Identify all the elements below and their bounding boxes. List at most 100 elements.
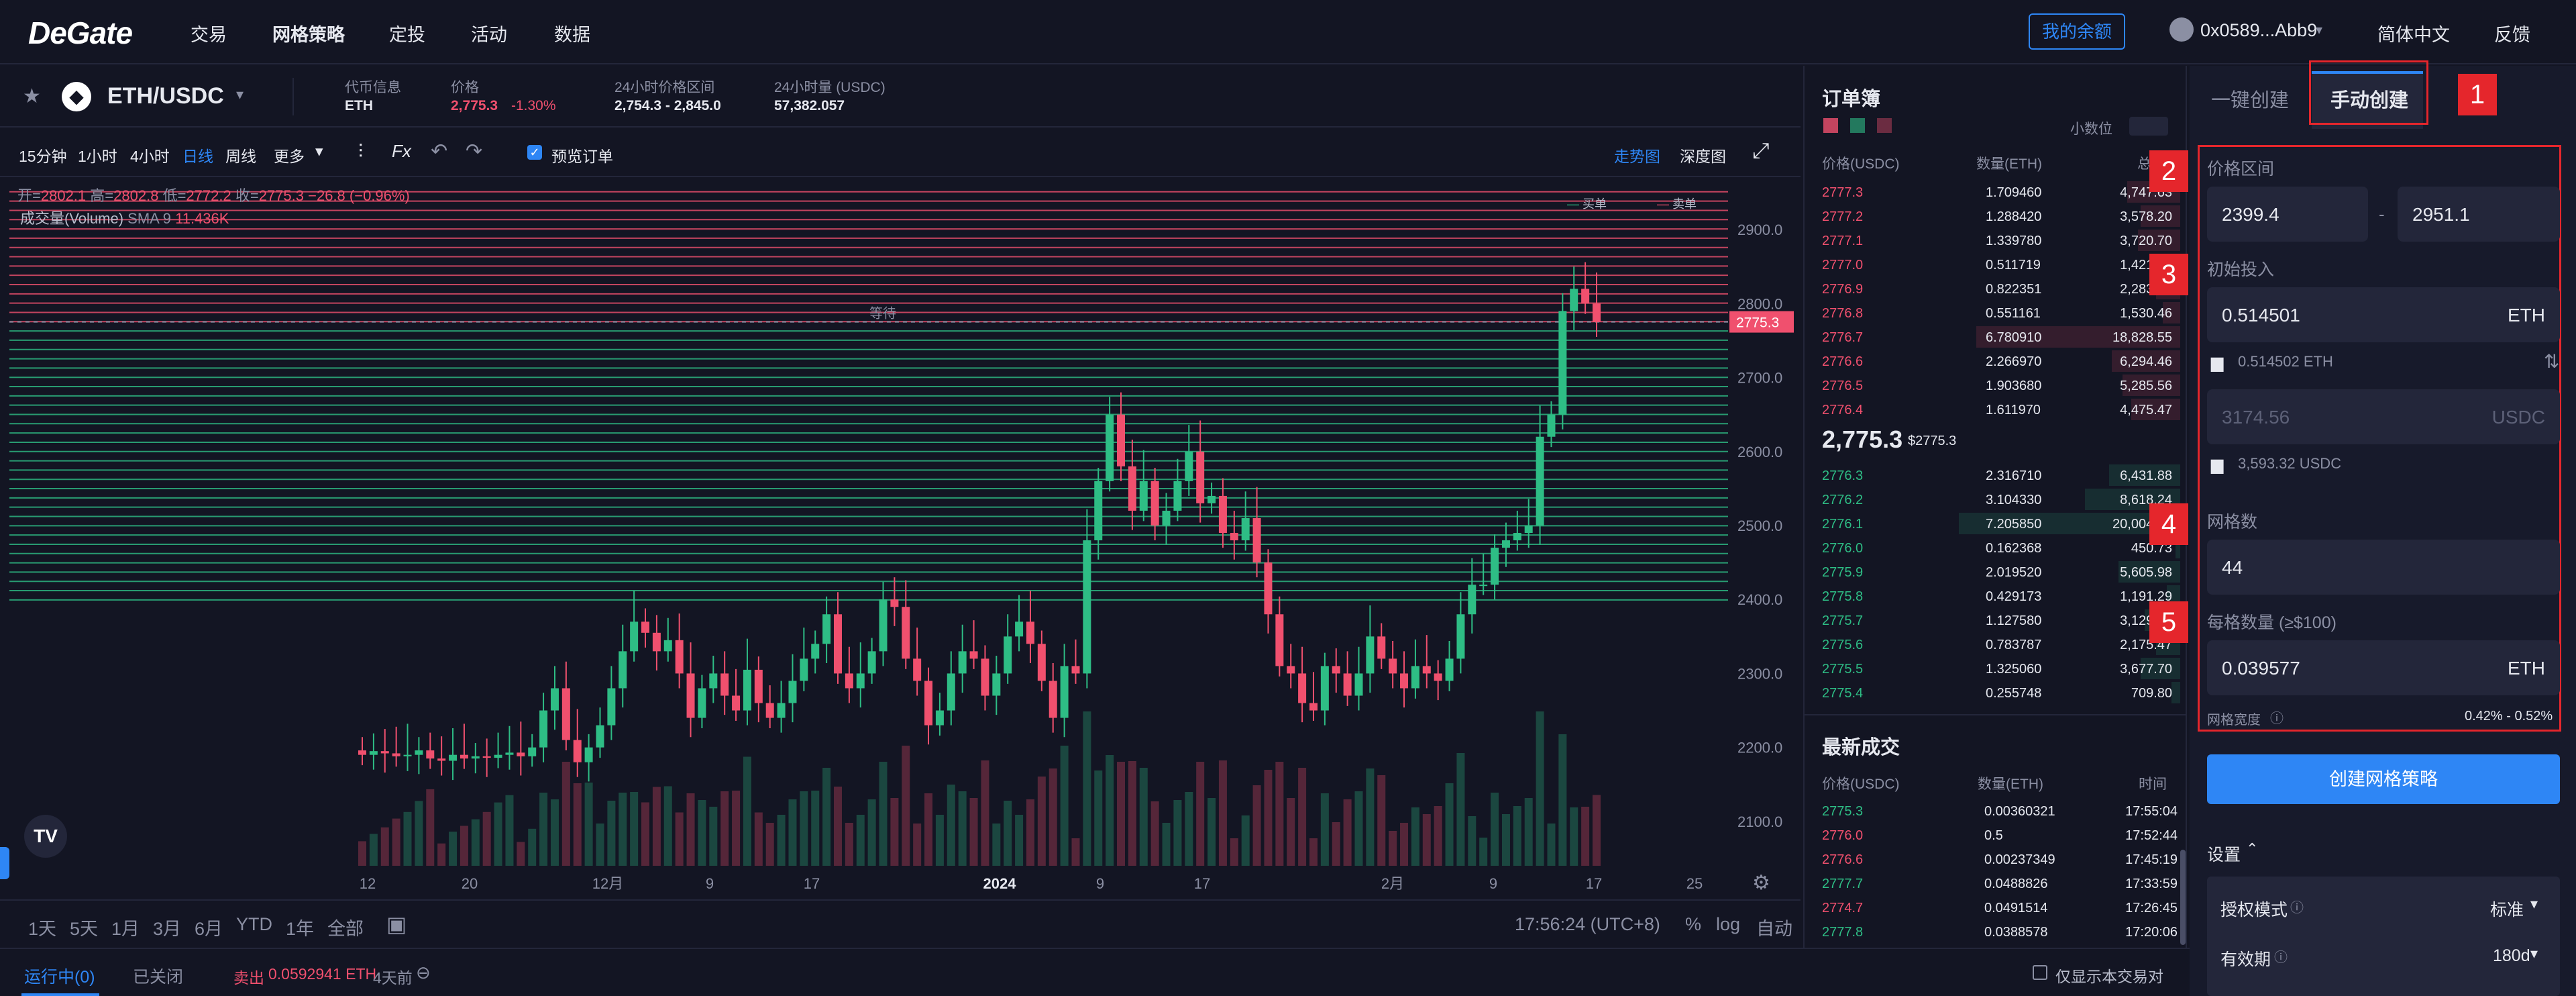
depth-chart-button[interactable]: 深度图 xyxy=(1680,148,1726,165)
tab-auto-create[interactable]: 一键创建 xyxy=(2211,90,2290,111)
more-chevron-icon[interactable]: ▾ xyxy=(315,142,323,160)
undo-icon[interactable]: ↶ xyxy=(431,140,448,162)
decimals-selector[interactable] xyxy=(2129,117,2168,136)
interval-15m[interactable]: 15分钟 xyxy=(19,148,67,165)
chevron-down-icon[interactable]: ▾ xyxy=(2530,895,2538,912)
my-balance-button[interactable]: 我的余额 xyxy=(2029,13,2126,50)
info-icon[interactable]: ⓘ xyxy=(2274,950,2288,965)
range-all[interactable]: 全部 xyxy=(327,919,364,939)
range-ytd[interactable]: YTD xyxy=(236,914,272,934)
per-grid-input[interactable]: 0.039577 ETH xyxy=(2207,640,2560,695)
bid-row[interactable]: 2775.4 0.255748 709.80 xyxy=(1805,681,2180,705)
nav-grid-strategy[interactable]: 网格策略 xyxy=(272,25,345,45)
interval-1h[interactable]: 1小时 xyxy=(78,148,117,165)
bid-row[interactable]: 2775.5 1.325060 3,677.70 xyxy=(1805,656,2180,681)
validity-select[interactable]: 180d xyxy=(2493,946,2530,965)
tab-manual-create-bg[interactable] xyxy=(2312,71,2423,129)
info-icon[interactable]: ⓘ xyxy=(2270,711,2284,726)
pair-selector[interactable]: ETH/USDC xyxy=(107,83,224,109)
pair-chevron-icon[interactable]: ▾ xyxy=(236,86,244,103)
nav-dca[interactable]: 定投 xyxy=(389,25,425,45)
indicators-icon[interactable]: Fx xyxy=(392,141,411,161)
eth-amount-value[interactable]: 0.514501 xyxy=(2222,305,2300,326)
tab-closed[interactable]: 已关闭 xyxy=(133,968,184,987)
auth-mode-select[interactable]: 标准 xyxy=(2490,901,2524,919)
account-address[interactable]: 0x0589...Abb9 xyxy=(2200,20,2318,40)
ask-row[interactable]: 2777.1 1.339780 3,720.70 xyxy=(1805,228,2180,252)
ask-row[interactable]: 2776.7 6.780910 18,828.55 xyxy=(1805,325,2180,349)
bid-row[interactable]: 2776.1 7.205850 20,004.16 xyxy=(1805,511,2180,536)
per-grid-value[interactable]: 0.039577 xyxy=(2222,658,2300,679)
bid-row[interactable]: 2775.9 2.019520 5,605.98 xyxy=(1805,560,2180,584)
chevron-up-icon[interactable]: ⌃ xyxy=(2246,840,2259,857)
price-chart[interactable]: 等待 2900.0 2800.0 2700.0 2600.0 2500.0 2400.0 23… xyxy=(0,179,1801,892)
ask-row[interactable]: 2777.2 1.288420 3,578.20 xyxy=(1805,204,2180,228)
ask-row[interactable]: 2776.8 0.551161 1,530.46 xyxy=(1805,301,2180,325)
range-1m[interactable]: 1月 xyxy=(111,919,140,939)
bid-row[interactable]: 2775.8 0.429173 1,191.29 xyxy=(1805,584,2180,608)
token-info-value[interactable]: ETH xyxy=(345,98,373,113)
nav-data[interactable]: 数据 xyxy=(554,25,590,45)
usdc-amount-input[interactable]: 3174.56 USDC xyxy=(2207,389,2560,444)
view-bids-icon[interactable] xyxy=(1850,118,1865,133)
create-grid-button[interactable]: 创建网格策略 xyxy=(2207,754,2560,804)
swap-icon[interactable]: ⇅ xyxy=(2544,351,2560,372)
info-icon[interactable]: ⓘ xyxy=(2290,901,2304,915)
settings-label[interactable]: 设置 xyxy=(2207,846,2241,864)
degate-logo[interactable]: DeGate xyxy=(28,15,133,50)
range-5d[interactable]: 5天 xyxy=(70,919,99,939)
bid-row[interactable]: 2776.2 3.104330 8,618.24 xyxy=(1805,487,2180,511)
ask-row[interactable]: 2776.4 1.611970 4,475.47 xyxy=(1805,397,2180,421)
usdc-amount-placeholder[interactable]: 3174.56 xyxy=(2222,407,2290,428)
view-both-icon[interactable] xyxy=(1823,118,1838,133)
only-this-pair-checkbox[interactable] xyxy=(2033,965,2047,980)
range-6m[interactable]: 6月 xyxy=(195,919,223,939)
trades-scrollbar[interactable] xyxy=(2180,850,2186,945)
grid-count-input[interactable]: 44 xyxy=(2207,540,2560,595)
ask-row[interactable]: 2776.9 0.822351 2,283.58 xyxy=(1805,277,2180,301)
price-lower-input[interactable]: 2399.4 xyxy=(2207,187,2368,242)
interval-1d[interactable]: 日线 xyxy=(182,148,213,165)
more-icon[interactable]: ⊖ xyxy=(416,962,431,983)
range-3m[interactable]: 3月 xyxy=(153,919,182,939)
interval-more[interactable]: 更多 xyxy=(274,148,305,165)
star-icon[interactable]: ★ xyxy=(23,85,41,107)
fullscreen-icon[interactable]: ⤢ xyxy=(1752,138,1770,162)
range-1y[interactable]: 1年 xyxy=(286,919,315,939)
price-upper-input[interactable]: 2951.1 xyxy=(2398,187,2560,242)
tradingview-logo[interactable]: TV xyxy=(24,815,67,858)
feedback-link[interactable]: 反馈 xyxy=(2494,25,2530,45)
nav-trade[interactable]: 交易 xyxy=(191,25,227,45)
eth-amount-input[interactable]: 0.514501 ETH xyxy=(2207,287,2560,342)
bid-row[interactable]: 2775.6 0.783787 2,175.47 xyxy=(1805,632,2180,656)
ask-row[interactable]: 2777.3 1.709460 4,747.63 xyxy=(1805,180,2180,204)
interval-4h[interactable]: 4小时 xyxy=(130,148,170,165)
price-upper-value[interactable]: 2951.1 xyxy=(2412,204,2470,225)
preview-order-checkbox[interactable]: ✓ xyxy=(527,145,542,160)
scale-auto[interactable]: 自动 xyxy=(1756,919,1792,939)
chevron-down-icon[interactable]: ▾ xyxy=(2530,945,2538,962)
ask-row[interactable]: 2776.5 1.903680 5,285.56 xyxy=(1805,373,2180,397)
tab-manual-create[interactable]: 手动创建 xyxy=(2330,90,2409,111)
ask-row[interactable]: 2777.0 0.511719 1,421.04 xyxy=(1805,252,2180,277)
range-1d[interactable]: 1天 xyxy=(28,919,57,939)
chart-settings-gear-icon[interactable]: ⚙ xyxy=(1752,872,1770,894)
nav-activity[interactable]: 活动 xyxy=(471,25,507,45)
sidebar-toggle-handle[interactable] xyxy=(0,847,9,879)
bid-row[interactable]: 2776.3 2.316710 6,431.88 xyxy=(1805,463,2180,487)
view-asks-icon[interactable] xyxy=(1877,118,1892,133)
language-selector[interactable]: 简体中文 xyxy=(2377,25,2450,45)
tab-running[interactable]: 运行中(0) xyxy=(24,968,95,987)
trend-chart-button[interactable]: 走势图 xyxy=(1614,148,1660,165)
bid-row[interactable]: 2775.7 1.127580 3,129.82 xyxy=(1805,608,2180,632)
interval-1w[interactable]: 周线 xyxy=(225,148,256,165)
redo-icon[interactable]: ↷ xyxy=(466,140,483,162)
grid-count-value[interactable]: 44 xyxy=(2222,557,2243,578)
scale-percent[interactable]: % xyxy=(1685,914,1702,934)
calendar-icon[interactable]: ▣ xyxy=(386,912,407,936)
ask-row[interactable]: 2776.6 2.266970 6,294.46 xyxy=(1805,349,2180,373)
chart-canvas[interactable]: 等待 2900.0 2800.0 2700.0 2600.0 2500.0 2400.0 23… xyxy=(0,179,1801,899)
price-lower-value[interactable]: 2399.4 xyxy=(2222,204,2279,225)
candle-type-icon[interactable]: ⫶ xyxy=(358,141,364,162)
bid-row[interactable]: 2776.0 0.162368 450.73 xyxy=(1805,536,2180,560)
